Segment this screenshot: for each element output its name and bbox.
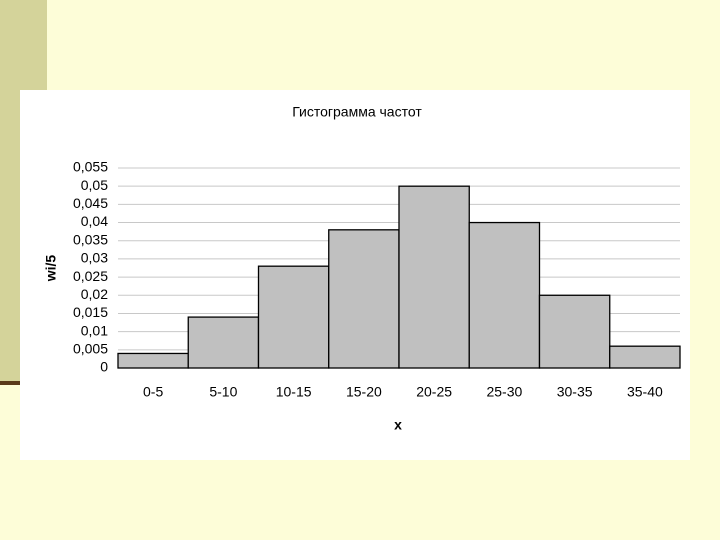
x-tick-label: 10-15 [276,384,312,400]
bar [609,345,681,369]
bar [468,221,541,369]
y-axis-label: wi/5 [43,255,59,283]
bar [398,185,470,369]
y-tick-label: 0,03 [81,250,108,266]
bar [117,352,189,369]
y-tick-label: 0,055 [73,159,108,175]
y-tick-label: 0,01 [81,322,108,338]
y-tick-label: 0,005 [73,341,108,357]
y-tick-label: 0,04 [81,213,108,229]
bar [328,229,400,369]
bar [538,294,611,369]
y-tick-label: 0,025 [73,268,108,284]
y-tick-label: 0,02 [81,286,108,302]
chart-title: Гистограмма частот [292,104,422,120]
y-tick-label: 0 [100,359,108,375]
x-tick-label: 15-20 [346,384,382,400]
bar [257,265,330,369]
x-tick-label: 0-5 [143,384,163,400]
x-tick-label: 25-30 [486,384,522,400]
y-tick-label: 0,045 [73,195,108,211]
y-tick-label: 0,05 [81,177,108,193]
x-tick-label: 35-40 [627,384,663,400]
x-axis-label: x [394,417,402,433]
x-tick-label: 5-10 [209,384,237,400]
bar [187,316,260,369]
y-tick-label: 0,015 [73,304,108,320]
x-tick-label: 30-35 [557,384,593,400]
x-tick-label: 20-25 [416,384,452,400]
y-tick-label: 0,035 [73,231,108,247]
